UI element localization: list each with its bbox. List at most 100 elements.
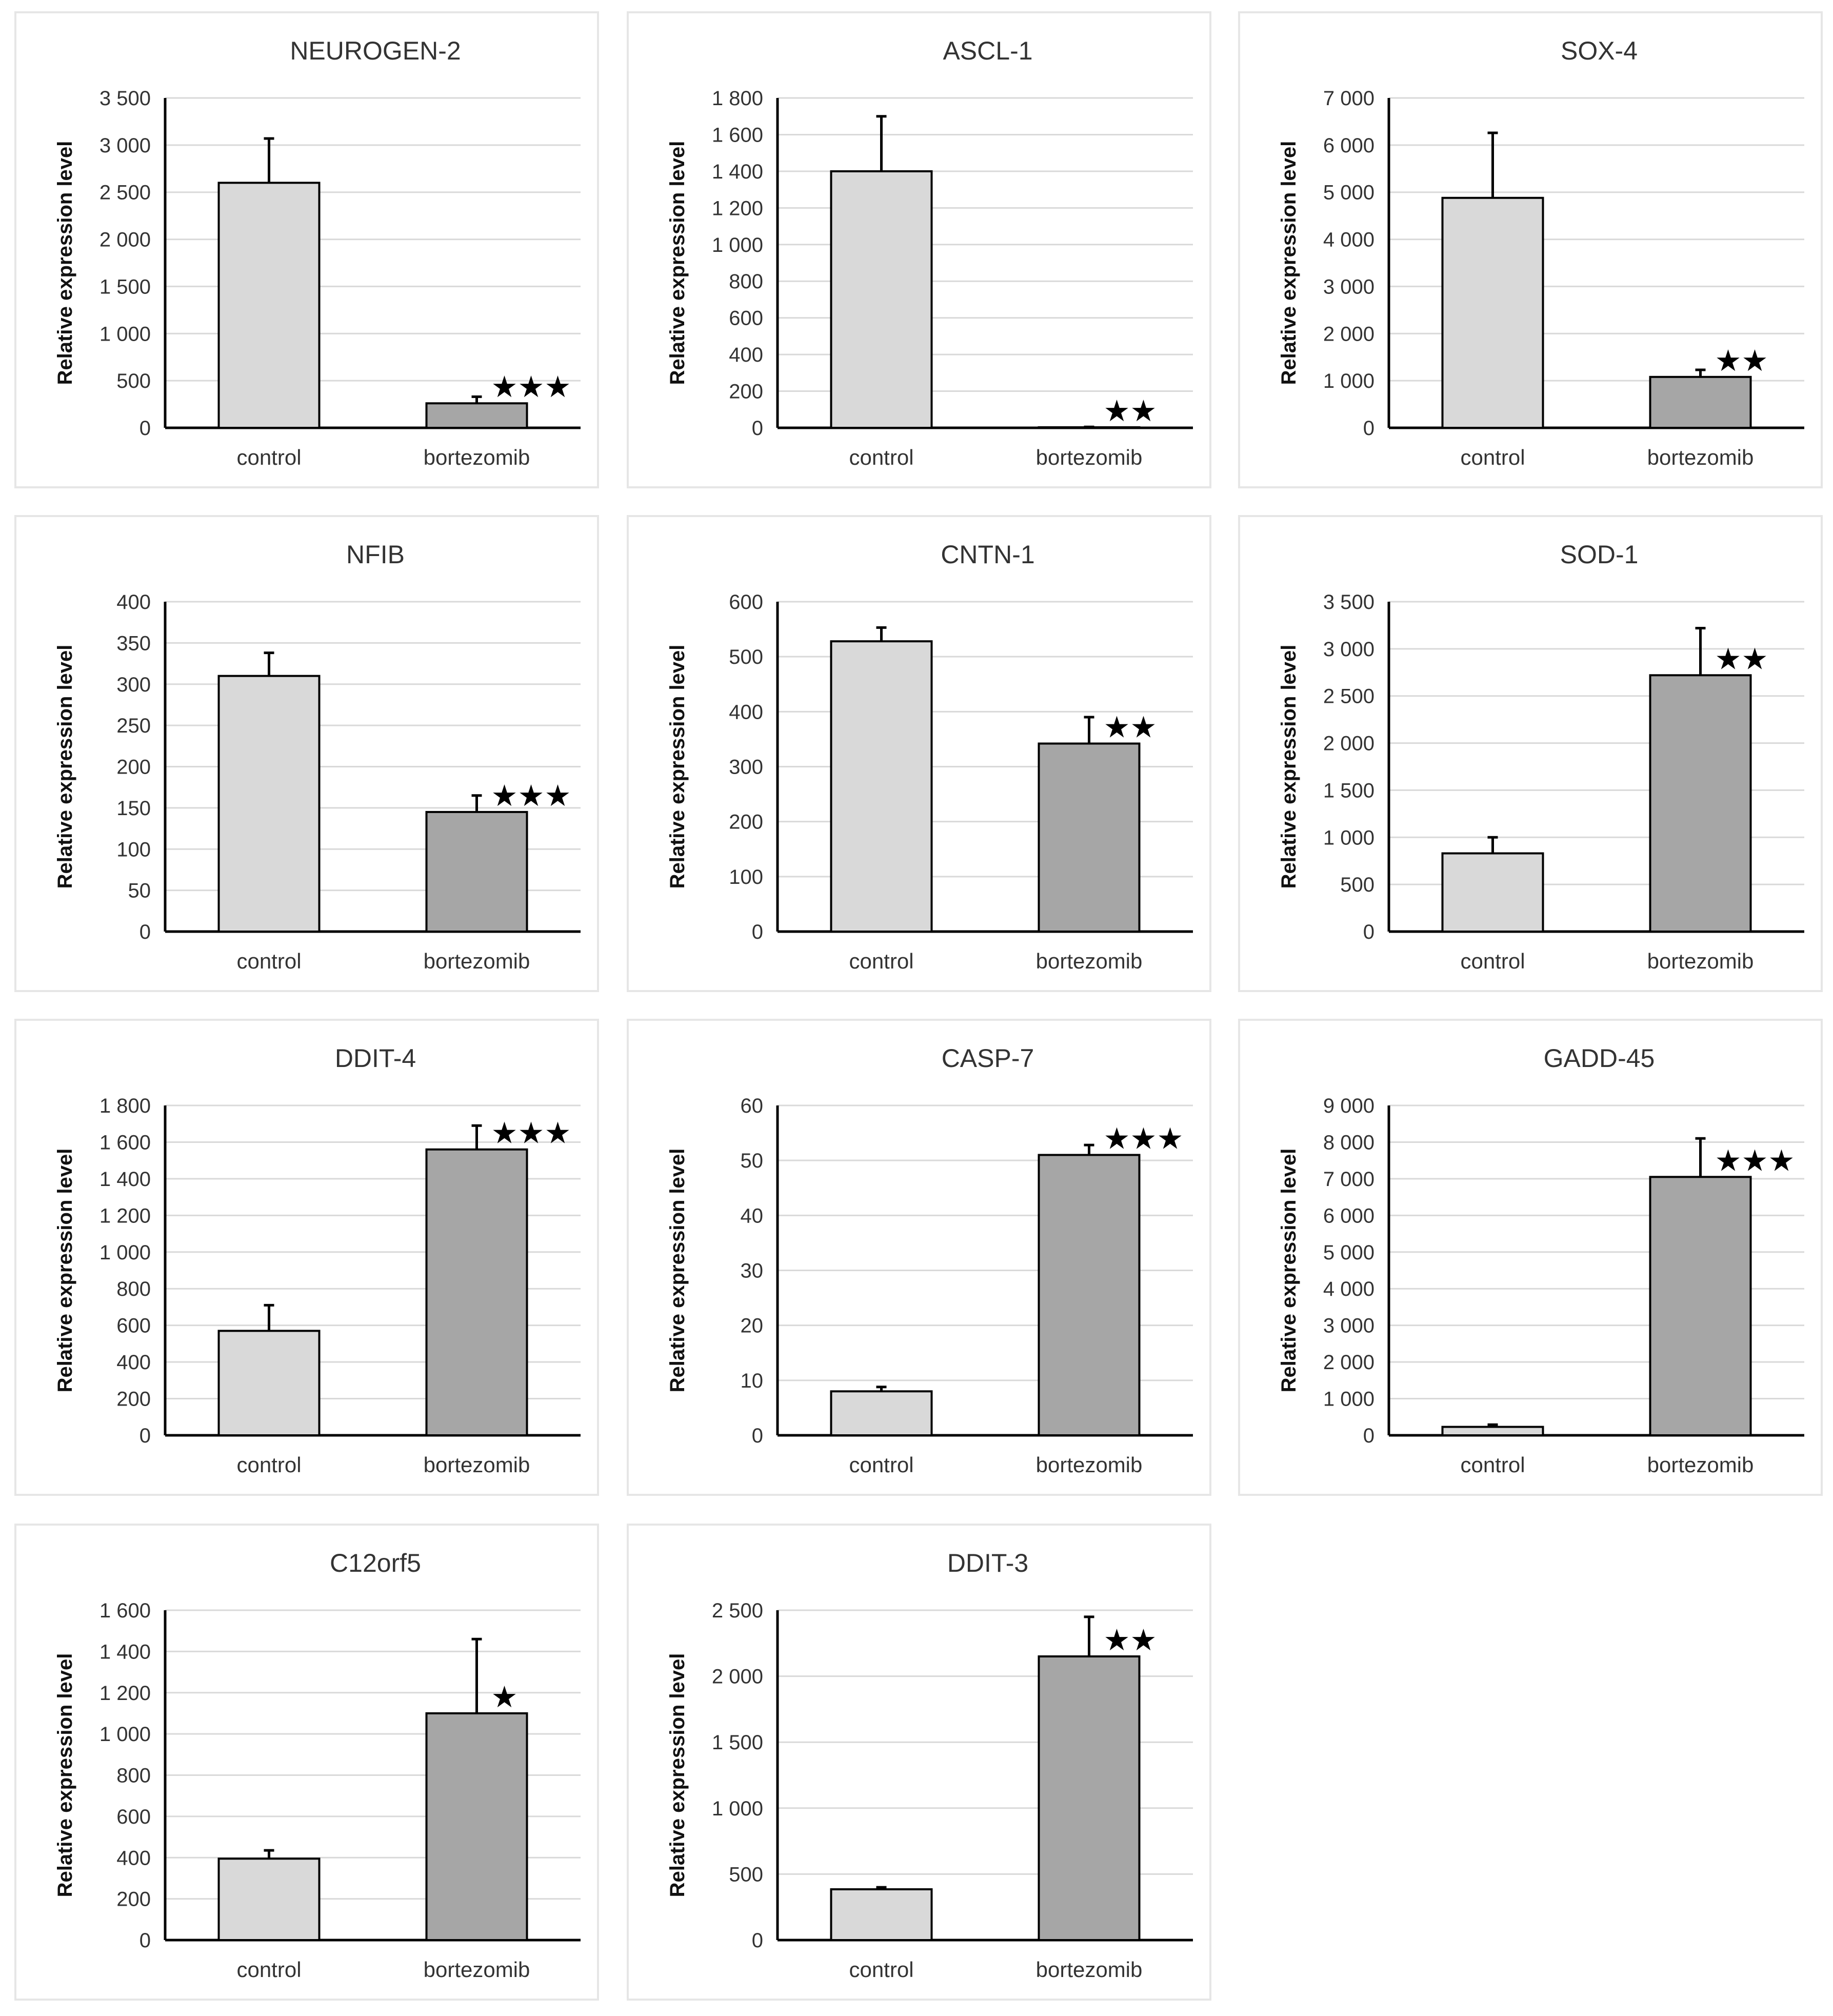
category-label: bortezomib: [1036, 949, 1143, 973]
y-tick-label: 4 000: [1323, 229, 1374, 251]
bar-control: [217, 182, 321, 429]
category-label: control: [1460, 445, 1525, 469]
y-tick-label: 1 000: [1323, 1388, 1374, 1411]
y-tick-label: 0: [1363, 921, 1374, 943]
y-tick-label: 8 000: [1323, 1131, 1374, 1154]
y-tick-label: 50: [741, 1150, 764, 1172]
y-tick-label: 1 600: [712, 124, 763, 146]
y-tick-label: 1 000: [99, 1723, 151, 1746]
chart-panel-sod-1: SOD-1 0 500 1 000 1 500 2 000 2 500 3 000 3 500 R…: [1238, 515, 1823, 992]
y-tick-label: 1 000: [712, 1797, 763, 1820]
y-tick-label: 300: [116, 674, 151, 696]
category-label: bortezomib: [424, 1453, 530, 1477]
y-tick-label: 3 500: [1323, 591, 1374, 614]
y-tick-label: 200: [116, 756, 151, 779]
significance-stars: ★★: [1715, 344, 1768, 378]
chart-title: CNTN-1: [941, 540, 1034, 569]
y-tick-label: 200: [729, 381, 763, 403]
y-tick-label: 5 000: [1323, 1241, 1374, 1264]
y-tick-label: 1 200: [712, 197, 763, 220]
y-tick-label: 3 000: [99, 134, 151, 157]
category-label: control: [1460, 1453, 1525, 1477]
category-label: bortezomib: [424, 949, 530, 973]
bar-control: [217, 675, 321, 933]
bar-bortezomib: [1649, 375, 1752, 429]
chart-svg: DDIT-3 0 500 1 000 1 500 2 000 2 500 Relative e…: [666, 1549, 1193, 1982]
y-tick-label: 600: [116, 1806, 151, 1828]
y-tick-label: 100: [116, 838, 151, 861]
category-label: bortezomib: [1036, 1453, 1143, 1477]
bar-control: [1441, 852, 1544, 933]
y-tick-label: 250: [116, 715, 151, 737]
category-label: bortezomib: [1036, 445, 1143, 469]
chart-svg: DDIT-4 0 200 400 600 800 1 000 1 200 1 400 1 600 1…: [54, 1044, 581, 1477]
chart-svg: CNTN-1 0 100 200 300 400 500 600 Relative expres…: [666, 540, 1193, 973]
y-tick-label: 2 000: [712, 1666, 763, 1688]
y-tick-label: 50: [128, 880, 151, 902]
bar-control: [1441, 196, 1544, 429]
y-tick-label: 1 500: [712, 1731, 763, 1754]
y-axis-label: Relative expression level: [666, 1653, 689, 1898]
y-axis-label: Relative expression level: [1278, 141, 1300, 385]
y-tick-label: 0: [140, 921, 151, 943]
y-tick-label: 7 000: [1323, 87, 1374, 110]
y-axis-label: Relative expression level: [666, 141, 689, 385]
y-tick-label: 500: [1340, 874, 1374, 896]
y-axis-label: Relative expression level: [54, 141, 76, 385]
y-tick-label: 1 000: [1323, 370, 1374, 392]
y-tick-label: 0: [140, 1929, 151, 1952]
y-axis-label: Relative expression level: [666, 645, 689, 889]
chart-title: SOD-1: [1560, 540, 1639, 569]
y-tick-label: 800: [729, 270, 763, 293]
significance-stars: ★★: [1104, 394, 1157, 428]
chart-title: DDIT-4: [335, 1044, 416, 1073]
bar-bortezomib: [425, 1148, 528, 1436]
y-axis-label: Relative expression level: [1278, 1149, 1300, 1393]
y-tick-label: 60: [741, 1095, 764, 1117]
y-tick-label: 2 500: [712, 1599, 763, 1622]
y-tick-label: 1 000: [99, 323, 151, 345]
y-tick-label: 2 000: [99, 229, 151, 251]
category-label: control: [236, 445, 301, 469]
bar-control: [830, 640, 933, 933]
y-tick-label: 400: [116, 1351, 151, 1374]
chart-svg: ASCL-1 0 200 400 600 800 1 000 1 200 1 400 1 600 1…: [666, 36, 1193, 469]
chart-title: C12orf5: [330, 1549, 421, 1577]
y-tick-label: 1 500: [99, 275, 151, 298]
y-tick-label: 200: [116, 1888, 151, 1911]
bar-bortezomib: [1038, 1154, 1141, 1436]
y-tick-label: 1 600: [99, 1599, 151, 1622]
bar-control: [217, 1857, 321, 1942]
significance-stars: ★★★: [491, 1117, 571, 1150]
chart-title: ASCL-1: [943, 36, 1032, 65]
significance-stars: ★★★: [491, 370, 571, 404]
y-tick-label: 0: [752, 1425, 763, 1447]
y-tick-label: 500: [116, 370, 151, 392]
y-tick-label: 600: [116, 1315, 151, 1337]
y-tick-label: 2 000: [1323, 733, 1374, 755]
chart-panel-casp-7: CASP-7 0 10 20 30 40 50 60 Relative expression l…: [627, 1019, 1211, 1496]
category-label: bortezomib: [424, 445, 530, 469]
y-tick-label: 500: [729, 646, 763, 668]
y-tick-label: 1 500: [1323, 779, 1374, 802]
y-tick-label: 10: [741, 1370, 764, 1392]
y-tick-label: 9 000: [1323, 1095, 1374, 1117]
chart-title: GADD-45: [1544, 1044, 1655, 1073]
y-axis-label: Relative expression level: [1278, 645, 1300, 889]
category-label: bortezomib: [1647, 949, 1754, 973]
chart-panel-c12orf5: C12orf5 0 200 400 600 800 1 000 1 200 1 400 1 600…: [14, 1524, 599, 2001]
y-tick-label: 40: [741, 1204, 764, 1227]
category-label: bortezomib: [1647, 445, 1754, 469]
bar-bortezomib: [1038, 742, 1141, 933]
y-tick-label: 2 000: [1323, 323, 1374, 345]
significance-stars: ★★: [1104, 1624, 1157, 1657]
y-axis-label: Relative expression level: [54, 1149, 76, 1393]
y-axis-label: Relative expression level: [666, 1149, 689, 1393]
chart-title: DDIT-3: [947, 1549, 1028, 1577]
y-tick-label: 500: [729, 1863, 763, 1886]
y-tick-label: 6 000: [1323, 1204, 1374, 1227]
bar-bortezomib: [1649, 1176, 1752, 1436]
category-label: control: [849, 1453, 913, 1477]
significance-stars: ★★★: [1715, 1144, 1795, 1177]
chart-title: CASP-7: [942, 1044, 1034, 1073]
